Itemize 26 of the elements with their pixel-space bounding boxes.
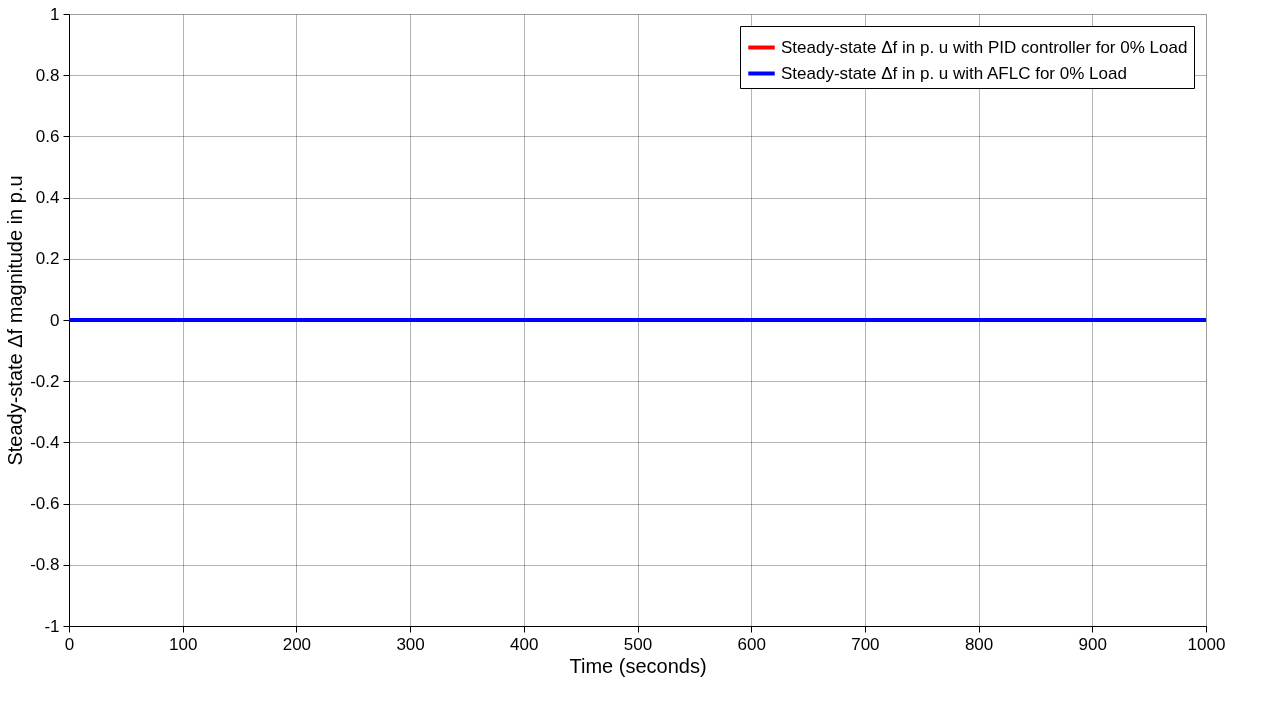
y-tick-label: -0.6 bbox=[30, 494, 60, 514]
y-tick-label: 0.8 bbox=[35, 65, 60, 85]
x-tick-label: 1000 bbox=[1187, 634, 1226, 654]
y-tick-label: -0.4 bbox=[30, 432, 60, 452]
y-tick-label: 0 bbox=[50, 310, 60, 330]
x-tick-label: 600 bbox=[737, 634, 766, 654]
x-tick-label: 100 bbox=[169, 634, 198, 654]
x-tick-label: 300 bbox=[396, 634, 425, 654]
y-tick-label: 0.2 bbox=[35, 249, 60, 269]
y-axis-title: Steady-state Δf magnitude in p.u bbox=[4, 175, 27, 466]
y-tick-label: -0.8 bbox=[30, 555, 60, 575]
y-tick-label: 1 bbox=[50, 4, 60, 24]
legend-label: Steady-state Δf in p. u with PID controller for 0% Load bbox=[781, 37, 1188, 57]
x-tick-label: 0 bbox=[64, 634, 75, 654]
y-tick-label: 0.4 bbox=[35, 188, 60, 208]
y-tick-label: 0.6 bbox=[35, 126, 60, 146]
x-tick-label: 400 bbox=[510, 634, 539, 654]
legend-label: Steady-state Δf in p. u with AFLC for 0% Load bbox=[781, 63, 1127, 83]
x-axis-title: Time (seconds) bbox=[569, 654, 707, 677]
x-tick-label: 700 bbox=[851, 634, 880, 654]
x-tick-label: 900 bbox=[1078, 634, 1107, 654]
y-tick-label: -0.2 bbox=[30, 371, 60, 391]
x-tick-label: 800 bbox=[964, 634, 994, 654]
y-tick-label: -1 bbox=[44, 616, 60, 636]
x-tick-label: 500 bbox=[623, 634, 653, 654]
x-tick-label: 200 bbox=[282, 634, 312, 654]
